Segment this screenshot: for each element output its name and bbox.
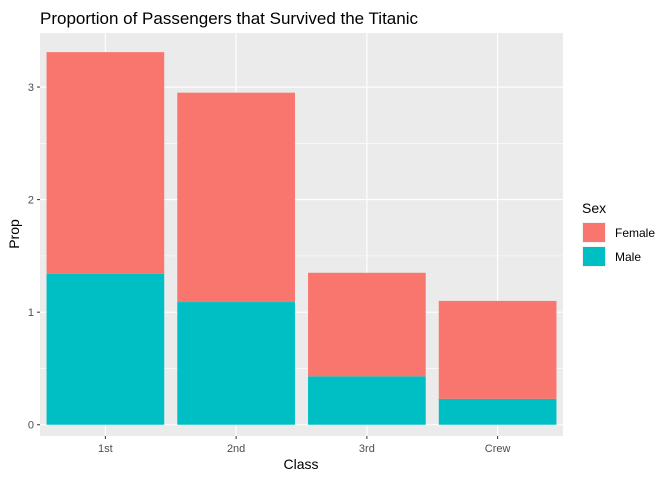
- legend: Sex Female Male: [582, 200, 655, 267]
- x-axis: 1st 2nd 3rd Crew: [98, 436, 511, 455]
- bar-female: [177, 92, 295, 303]
- legend-label: Female: [615, 226, 655, 240]
- legend-label: Male: [615, 250, 641, 264]
- legend-key-male: [583, 247, 605, 266]
- bar-female: [308, 272, 426, 377]
- y-tick-label: 2: [28, 195, 34, 207]
- x-tick-label: 1st: [98, 443, 113, 455]
- x-tick-label: 3rd: [359, 443, 375, 455]
- y-tick-label: 0: [28, 420, 34, 432]
- y-axis: 0 1 2 3: [28, 82, 40, 432]
- x-axis-title: Class: [283, 456, 318, 472]
- bar-male: [177, 302, 295, 425]
- bar-female: [438, 300, 557, 399]
- bars: [46, 52, 557, 425]
- bar-male: [438, 398, 557, 425]
- y-tick-label: 1: [28, 307, 34, 319]
- bar-male: [308, 376, 426, 425]
- y-axis-title: Prop: [6, 219, 22, 249]
- legend-key-female: [583, 223, 605, 242]
- x-tick-label: Crew: [485, 443, 511, 455]
- legend-title: Sex: [582, 200, 606, 216]
- chart-title: Proportion of Passengers that Survived t…: [40, 9, 418, 28]
- bar-male: [46, 273, 165, 425]
- bar-female: [46, 52, 165, 274]
- y-tick-label: 3: [28, 82, 34, 94]
- x-tick-label: 2nd: [227, 443, 245, 455]
